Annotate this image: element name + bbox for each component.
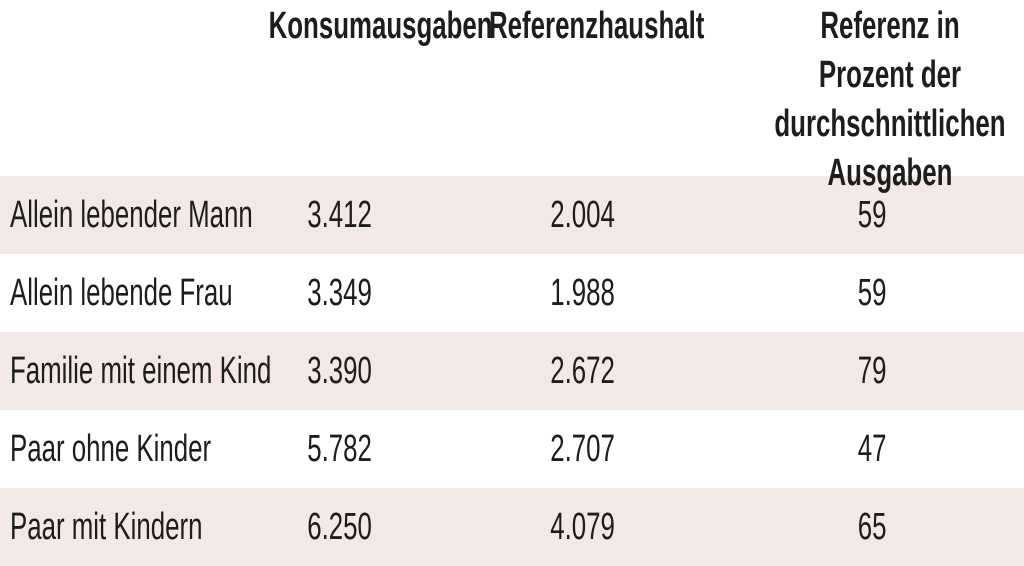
row-label: Paar ohne Kinder bbox=[0, 427, 235, 471]
row-label: Paar mit Kindern bbox=[0, 505, 235, 549]
konsumausgaben-value: 6.250 bbox=[235, 505, 445, 549]
column-header-referenzhaushalt: Referenzhaushalt bbox=[489, 5, 705, 47]
table-row-familie-mit-einem-kind: Familie mit einem Kind 3.390 2.672 79 bbox=[0, 332, 1024, 410]
referenzhaushalt-value-text: 1.988 bbox=[550, 272, 615, 314]
column-header-referenz-prozent: Referenz in Prozent der durchschnittlich… bbox=[774, 2, 1005, 198]
row-label-text: Paar ohne Kinder bbox=[10, 428, 212, 470]
table-row-allein-lebender-mann: Allein lebender Mann 3.412 2.004 59 bbox=[0, 176, 1024, 254]
column-header-referenz-prozent-line2: durchschnittlichen bbox=[774, 103, 1006, 145]
column-header-konsumausgaben: Konsumausgaben bbox=[268, 5, 493, 47]
konsumausgaben-value: 3.349 bbox=[235, 271, 445, 315]
row-label: Allein lebender Mann bbox=[0, 193, 253, 237]
row-label: Allein lebende Frau bbox=[0, 271, 235, 315]
referenz-prozent-value: 79 bbox=[720, 349, 1024, 393]
row-label-text: Allein lebender Mann bbox=[10, 194, 253, 236]
konsumausgaben-value: 5.782 bbox=[235, 427, 445, 471]
konsumausgaben-value-text: 3.390 bbox=[307, 350, 373, 392]
referenz-prozent-value-text: 47 bbox=[857, 428, 887, 470]
referenz-prozent-value: 47 bbox=[720, 427, 1024, 471]
row-label-text: Allein lebende Frau bbox=[10, 272, 233, 314]
referenz-prozent-value: 59 bbox=[720, 193, 1024, 237]
konsumausgaben-value-text: 5.782 bbox=[307, 428, 373, 470]
referenzhaushalt-value: 4.079 bbox=[445, 505, 720, 549]
row-label: Familie mit einem Kind bbox=[0, 349, 271, 393]
referenz-prozent-value-text: 59 bbox=[857, 194, 887, 236]
konsumausgaben-value: 3.412 bbox=[235, 193, 445, 237]
table-row-paar-ohne-kinder: Paar ohne Kinder 5.782 2.707 47 bbox=[0, 410, 1024, 488]
referenzhaushalt-value-text: 2.672 bbox=[550, 350, 615, 392]
row-label-text: Familie mit einem Kind bbox=[10, 350, 272, 392]
column-header-referenz-prozent-line1: Referenz in Prozent der bbox=[818, 5, 962, 96]
referenzhaushalt-value-text: 2.707 bbox=[550, 428, 615, 470]
column-header-referenz-prozent-line3: Ausgaben bbox=[827, 152, 953, 194]
table-row-paar-mit-kindern: Paar mit Kindern 6.250 4.079 65 bbox=[0, 488, 1024, 566]
table-row-allein-lebende-frau: Allein lebende Frau 3.349 1.988 59 bbox=[0, 254, 1024, 332]
referenzhaushalt-value-text: 4.079 bbox=[550, 506, 615, 548]
referenzhaushalt-value: 1.988 bbox=[445, 271, 720, 315]
konsumausgaben-value: 3.390 bbox=[235, 349, 445, 393]
referenz-prozent-value-text: 79 bbox=[857, 350, 887, 392]
referenzhaushalt-value: 2.707 bbox=[445, 427, 720, 471]
referenz-prozent-value-text: 65 bbox=[857, 506, 887, 548]
referenz-prozent-value-text: 59 bbox=[857, 272, 887, 314]
referenzhaushalt-value-text: 2.004 bbox=[550, 194, 615, 236]
referenzhaushalt-value: 2.672 bbox=[445, 349, 720, 393]
konsumausgaben-value-text: 3.349 bbox=[307, 272, 373, 314]
table-header-row: Konsumausgaben Referenzhaushalt Referenz… bbox=[0, 0, 1024, 194]
konsumausgaben-value-text: 6.250 bbox=[307, 506, 373, 548]
referenz-prozent-value: 59 bbox=[720, 271, 1024, 315]
referenzhaushalt-value: 2.004 bbox=[445, 193, 720, 237]
referenz-prozent-value: 65 bbox=[720, 505, 1024, 549]
konsumausgaben-value-text: 3.412 bbox=[307, 194, 373, 236]
row-label-text: Paar mit Kindern bbox=[10, 506, 203, 548]
